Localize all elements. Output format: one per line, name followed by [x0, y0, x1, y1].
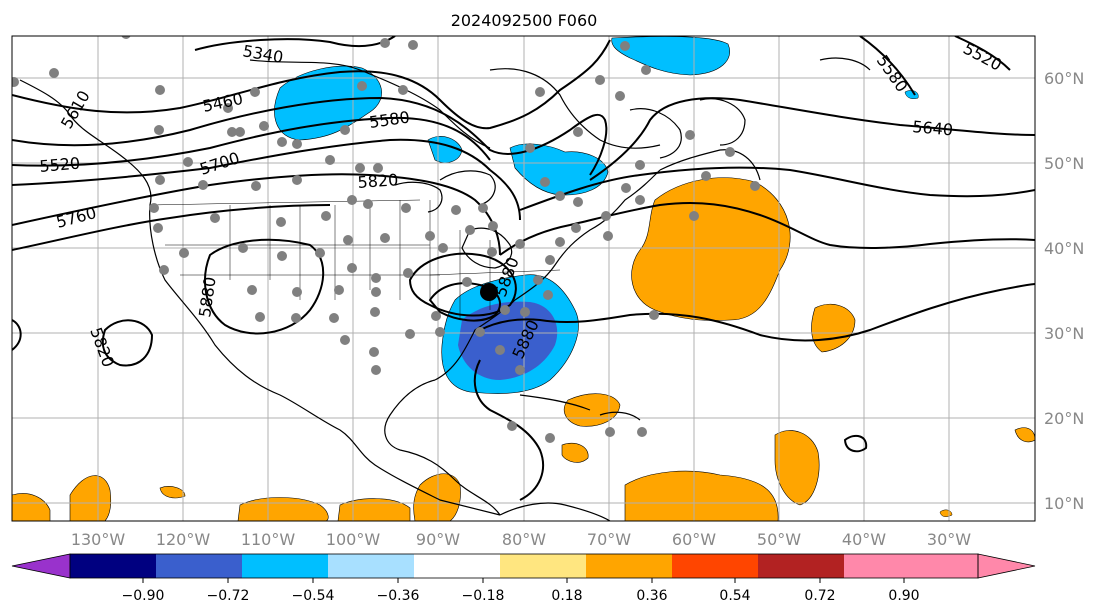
map-frame	[11, 35, 1036, 522]
lon-label: 30°W	[927, 530, 971, 549]
colorbar-swatch	[586, 554, 672, 578]
height-contours	[12, 36, 1035, 501]
colorbar-tick: −0.72	[207, 588, 250, 604]
latitude-labels: 60°N 50°N 40°N 30°N 20°N 10°N	[1044, 69, 1084, 513]
positive-anomaly-shading	[12, 177, 1035, 521]
colorbar-tick: 0.54	[719, 588, 750, 604]
lon-label: 70°W	[587, 530, 631, 549]
colorbar-swatch	[414, 554, 500, 578]
lon-label: 80°W	[502, 530, 546, 549]
contour-label: 5820	[357, 170, 399, 192]
lat-label: 30°N	[1044, 324, 1084, 343]
colorbar-extend-min	[11, 553, 71, 579]
colorbar-swatch	[844, 554, 930, 578]
lon-label: 60°W	[672, 530, 716, 549]
contour-label: 5640	[912, 117, 954, 139]
map-content: 5340 5460 5520 5580 5700 5760 5820 5880 …	[12, 36, 1035, 521]
lon-label: 100°W	[326, 530, 381, 549]
colorbar-swatch	[328, 554, 414, 578]
colorbar-swatch	[156, 554, 242, 578]
colorbar-swatch	[758, 554, 844, 578]
colorbar-swatch	[242, 554, 328, 578]
lon-label: 110°W	[241, 530, 296, 549]
lon-label: 50°W	[757, 530, 801, 549]
colorbar-swatch	[70, 554, 156, 578]
colorbar-swatch	[672, 554, 758, 578]
lon-label: 130°W	[71, 530, 126, 549]
map-title: 2024092500 F060	[451, 11, 598, 30]
storm-center-marker	[480, 283, 498, 301]
colorbar-swatch	[930, 554, 978, 578]
colorbar-tick: −0.36	[377, 588, 420, 604]
lat-label: 50°N	[1044, 154, 1084, 173]
colorbar-tick: −0.18	[462, 588, 505, 604]
lat-label: 20°N	[1044, 409, 1084, 428]
colorbar-extend-max	[977, 553, 1036, 579]
lon-label: 90°W	[416, 530, 460, 549]
lon-label: 40°W	[842, 530, 886, 549]
colorbar-tick: 0.90	[888, 588, 919, 604]
colorbar-tick: −0.54	[292, 588, 335, 604]
station-markers	[12, 36, 760, 443]
lat-label: 60°N	[1044, 69, 1084, 88]
colorbar-swatch	[500, 554, 586, 578]
lon-label: 120°W	[156, 530, 211, 549]
colorbar-tick: −0.90	[122, 588, 165, 604]
colorbar-tick: 0.36	[636, 588, 667, 604]
colorbar-tick: 0.18	[551, 588, 582, 604]
lat-label: 10°N	[1044, 494, 1084, 513]
coastlines	[19, 57, 871, 521]
longitude-labels: 130°W 120°W 110°W 100°W 90°W 80°W 70°W 6…	[71, 530, 971, 549]
colorbar: −0.90 −0.72 −0.54 −0.36 −0.18 0.18 0.36 …	[11, 553, 1036, 604]
colorbar-tick: 0.72	[804, 588, 835, 604]
lat-label: 40°N	[1044, 239, 1084, 258]
contour-label: 5520	[39, 154, 81, 176]
